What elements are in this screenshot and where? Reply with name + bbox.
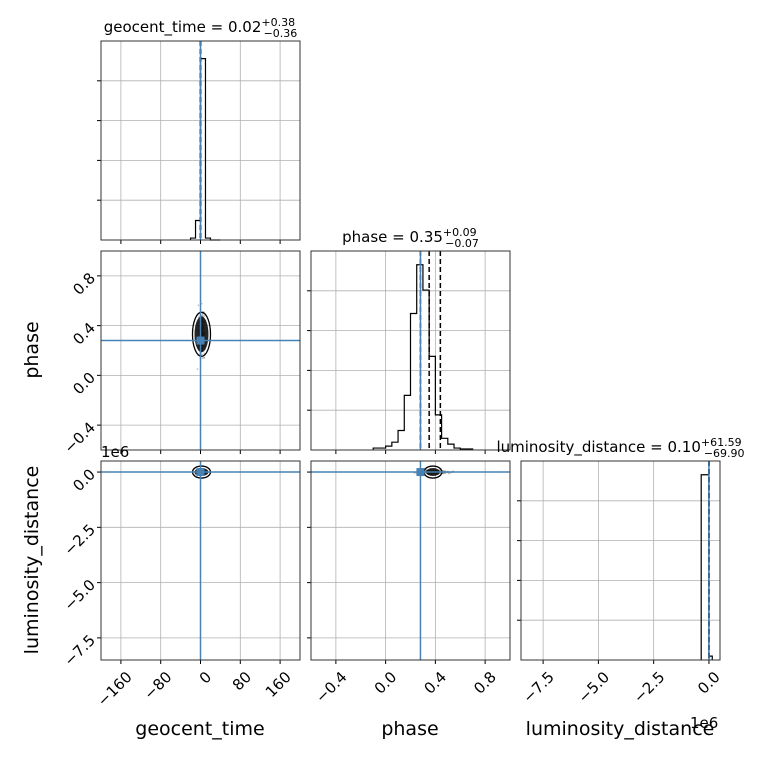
panel-frame xyxy=(100,460,301,661)
scatter-panel-geocent_time-vs-phase xyxy=(97,250,301,454)
sample-point xyxy=(201,313,204,315)
x-tick-label-phase: 0.0 xyxy=(371,668,401,698)
y-tick-label-phase: 0.8 xyxy=(69,269,99,299)
sample-point xyxy=(203,356,206,359)
x-axis-label-luminosity-distance: luminosity_distance xyxy=(526,718,715,740)
y-tick-label-luminosity_distance: −5.0 xyxy=(61,576,99,614)
offset-text-y: 1e6 xyxy=(101,443,129,461)
panel-frame xyxy=(310,460,511,661)
x-tick-label-geocent_time: 160 xyxy=(262,668,295,701)
hist-panel-phase: phase = 0.35+0.09 −0.07 xyxy=(307,226,511,454)
y-tick-label-luminosity_distance: 0.0 xyxy=(69,465,99,495)
panel-title: geocent_time = 0.02+0.38 −0.36 xyxy=(104,16,298,40)
hist-panel-geocent_time: geocent_time = 0.02+0.38 −0.36 xyxy=(97,16,301,244)
x-tick-label-luminosity_distance: 0.0 xyxy=(694,668,724,698)
x-tick-label-phase: −0.4 xyxy=(312,668,350,706)
scatter-panel-phase-vs-luminosity_distance xyxy=(307,460,511,664)
y-tick-label-luminosity_distance: −2.5 xyxy=(61,521,99,559)
x-tick-label-luminosity_distance: −2.5 xyxy=(630,668,668,706)
offset-text-x: 1e6 xyxy=(690,714,718,732)
truth-marker xyxy=(196,336,205,345)
x-tick-label-geocent_time: 0 xyxy=(196,668,215,687)
sample-point xyxy=(197,304,200,307)
x-tick-label-geocent_time: −160 xyxy=(94,668,136,710)
scatter-panel-geocent_time-vs-luminosity_distance xyxy=(97,460,301,664)
y-tick-label-phase: 0.4 xyxy=(69,319,99,349)
x-axis-label-geocent-time: geocent_time xyxy=(135,718,264,740)
x-tick-label-geocent_time: 80 xyxy=(229,668,255,694)
histogram-step xyxy=(700,474,713,660)
sample-point xyxy=(196,368,199,371)
panel-title: luminosity_distance = 0.10+61.59 −69.90 xyxy=(496,436,744,460)
sample-point xyxy=(203,315,206,317)
sample-point xyxy=(203,352,206,355)
truth-marker xyxy=(416,468,425,477)
y-tick-label-luminosity_distance: −7.5 xyxy=(61,631,99,669)
y-axis-label-luminosity-distance: luminosity_distance xyxy=(21,466,43,655)
panel-title: phase = 0.35+0.09 −0.07 xyxy=(342,226,479,250)
density-core xyxy=(194,316,209,353)
x-tick-label-phase: 0.8 xyxy=(470,668,500,698)
histogram-step xyxy=(372,264,474,450)
truth-marker xyxy=(196,468,205,477)
density-contour xyxy=(191,311,212,357)
histogram-step xyxy=(189,58,221,241)
panel-frame xyxy=(520,460,721,661)
sample-point xyxy=(200,302,203,305)
sample-point xyxy=(201,357,204,360)
panel-frame xyxy=(100,40,301,241)
y-axis-label-phase: phase xyxy=(21,321,43,378)
y-tick-label-phase: 0.0 xyxy=(69,369,99,399)
x-tick-label-luminosity_distance: −5.0 xyxy=(575,668,613,706)
x-tick-label-phase: 0.4 xyxy=(421,668,451,698)
panel-frame xyxy=(310,250,511,451)
x-tick-label-geocent_time: −80 xyxy=(140,668,175,703)
hist-panel-luminosity_distance: luminosity_distance = 0.10+61.59 −69.90 xyxy=(496,436,745,664)
panel-frame xyxy=(100,250,301,451)
x-axis-label-phase: phase xyxy=(381,718,438,740)
x-tick-label-luminosity_distance: −7.5 xyxy=(519,668,557,706)
y-tick-label-phase: −0.4 xyxy=(61,418,99,456)
